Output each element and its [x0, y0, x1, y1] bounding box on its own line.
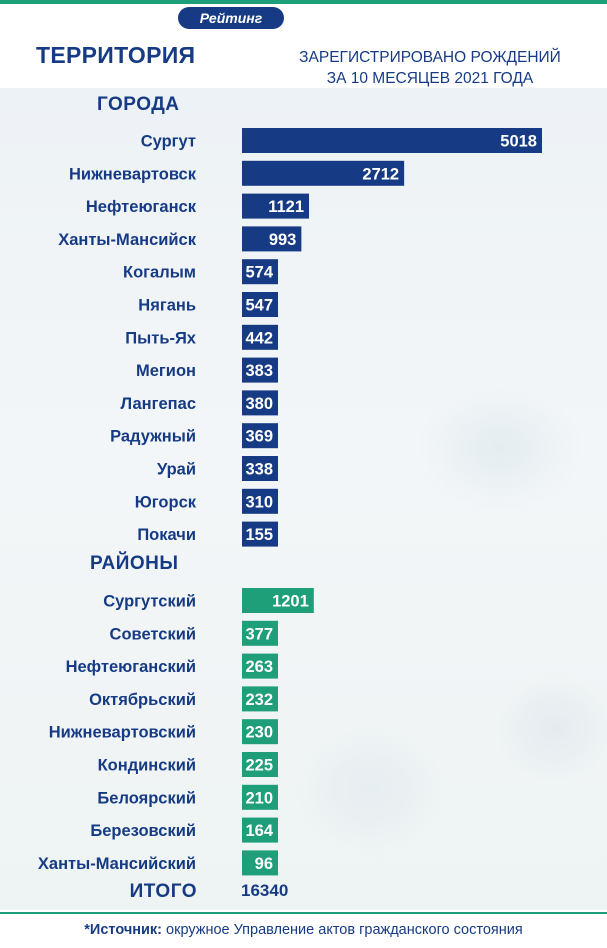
category-label-district-8: Ханты-Мансийский: [38, 855, 196, 873]
bar-district-0: [242, 588, 314, 613]
value-label-district-5: 225: [245, 757, 273, 775]
value-label-district-7: 164: [245, 822, 273, 840]
bar-city-2: [242, 193, 310, 219]
category-label-city-7: Мегион: [136, 362, 196, 380]
section-label-districts: РАЙОНЫ: [90, 553, 179, 574]
total-label: ИТОГО: [129, 881, 197, 902]
category-label-city-1: Нижневартовск: [69, 165, 197, 183]
source-text: окружное Управление актов гражданского с…: [166, 922, 523, 938]
rating-badge: Рейтинг: [178, 7, 284, 29]
column-header-births: ЗАРЕГИСТРИРОВАНО РОЖДЕНИЙ ЗА 10 МЕСЯЦЕВ …: [272, 47, 588, 89]
category-label-city-5: Нягань: [138, 297, 196, 315]
bar-city-9: [242, 423, 278, 449]
bar-district-6: [242, 784, 278, 810]
bar-district-2: [242, 653, 278, 679]
bar-city-11: [242, 488, 278, 514]
category-label-city-10: Урай: [157, 461, 196, 479]
source-note: *Источник: окружное Управление актов гра…: [0, 922, 607, 938]
bar-city-10: [242, 456, 278, 481]
bar-city-0: [242, 128, 542, 153]
background-photo: [0, 88, 607, 910]
value-label-city-12: 155: [245, 526, 273, 544]
value-label-city-0: 5018: [500, 133, 537, 151]
column-header-territory: ТЕРРИТОРИЯ: [36, 42, 196, 68]
category-label-city-12: Покачи: [137, 526, 196, 544]
value-label-district-1: 377: [245, 625, 273, 643]
bar-city-5: [242, 292, 278, 317]
bar-city-4: [242, 259, 278, 285]
value-label-city-4: 574: [245, 264, 273, 282]
value-label-city-1: 2712: [362, 165, 399, 183]
column-header-births-line1: ЗАРЕГИСТРИРОВАНО РОЖДЕНИЙ: [299, 49, 561, 66]
category-label-city-3: Ханты-Мансийск: [58, 231, 197, 249]
bar-city-8: [242, 390, 278, 416]
bar-district-1: [242, 620, 278, 646]
category-label-district-1: Советский: [110, 625, 196, 643]
value-label-district-2: 263: [245, 658, 273, 676]
value-label-city-7: 383: [245, 362, 273, 380]
footer: [0, 912, 607, 948]
category-label-city-8: Лангепас: [121, 395, 197, 413]
bar-district-7: [242, 817, 278, 843]
bar-city-3: [242, 226, 302, 252]
bar-district-5: [242, 752, 278, 777]
bar-city-7: [242, 357, 278, 383]
bar-district-4: [242, 719, 278, 745]
category-label-city-11: Югорск: [135, 493, 197, 511]
value-label-district-4: 230: [245, 724, 273, 742]
value-label-district-8: 96: [255, 855, 273, 873]
category-label-district-5: Кондинский: [98, 757, 196, 775]
value-label-city-9: 369: [245, 428, 273, 446]
value-label-city-11: 310: [245, 493, 273, 511]
category-label-city-6: Пыть-Ях: [125, 329, 197, 347]
value-label-city-8: 380: [245, 395, 273, 413]
value-label-district-6: 210: [245, 789, 273, 807]
source-key: *Источник:: [84, 922, 162, 938]
value-label-city-10: 338: [245, 461, 273, 479]
bar-city-12: [242, 521, 278, 547]
bar-city-6: [242, 324, 278, 350]
bar-district-3: [242, 686, 278, 712]
category-label-district-4: Нижневартовский: [49, 724, 196, 742]
value-label-city-2: 1121: [268, 198, 304, 216]
category-label-city-4: Когалым: [123, 264, 196, 282]
bar-district-8: [242, 850, 278, 876]
value-label-district-0: 1201: [272, 593, 309, 611]
category-label-district-6: Белоярский: [97, 789, 196, 807]
category-label-city-2: Нефтеюганск: [86, 198, 197, 216]
category-label-district-0: Сургутский: [103, 593, 196, 611]
value-label-city-3: 993: [269, 231, 297, 249]
value-label-city-6: 442: [245, 329, 273, 347]
value-label-district-3: 232: [245, 691, 273, 709]
bar-city-1: [242, 160, 405, 186]
column-header-births-line2: ЗА 10 МЕСЯЦЕВ 2021 ГОДА: [326, 70, 534, 87]
section-label-cities: ГОРОДА: [97, 94, 180, 115]
category-label-city-0: Сургут: [141, 133, 196, 151]
top-accent-bar: [0, 0, 607, 4]
value-label-city-5: 547: [245, 297, 273, 315]
category-label-district-2: Нефтеюганский: [66, 658, 196, 676]
category-label-district-3: Октябрьский: [89, 691, 196, 709]
total-value: 16340: [241, 881, 289, 900]
category-label-district-7: Березовский: [90, 822, 196, 840]
category-label-city-9: Радужный: [110, 428, 196, 446]
